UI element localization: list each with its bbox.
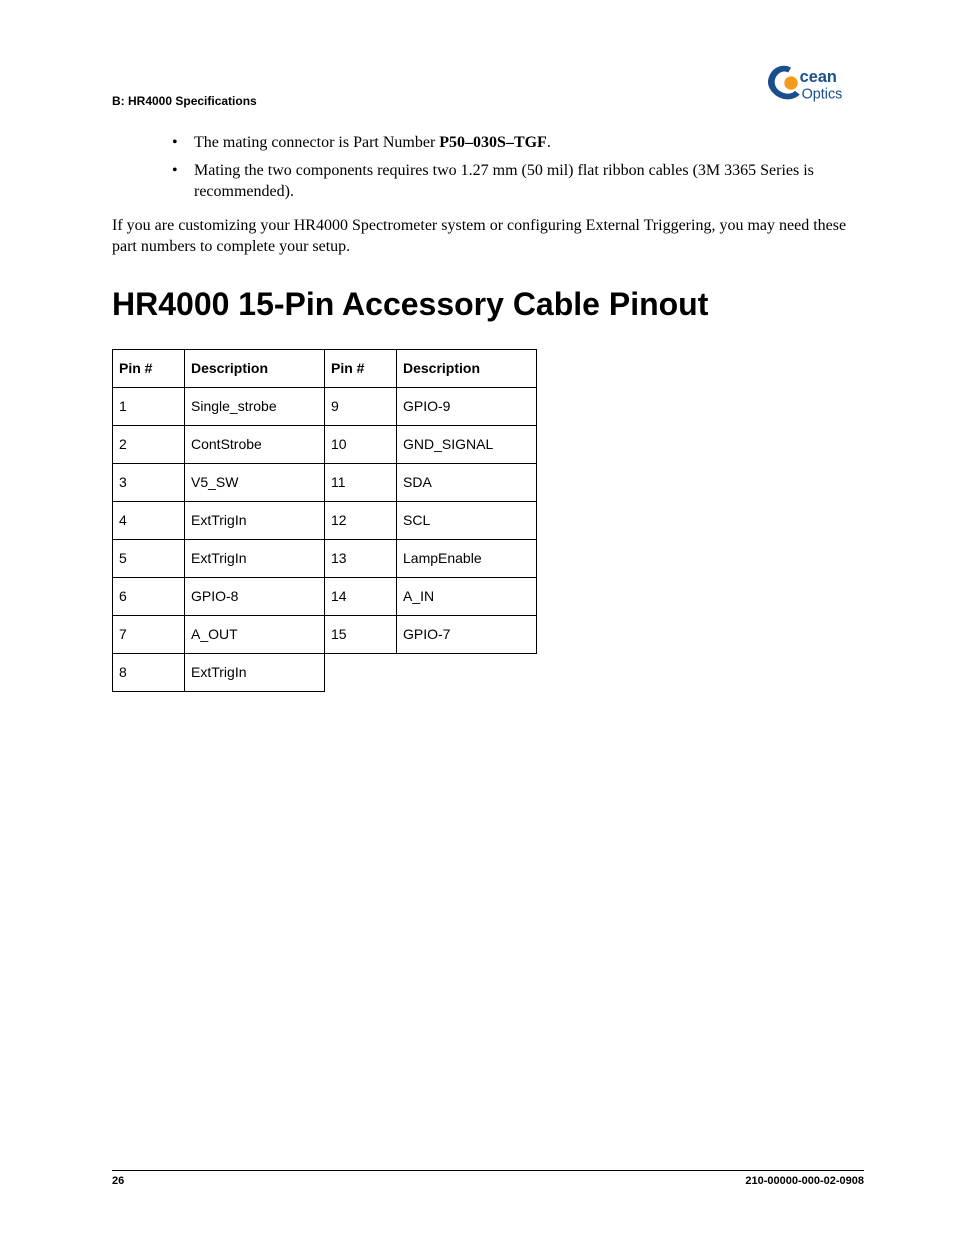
table-cell: SCL — [397, 501, 537, 539]
table-row: 8 ExtTrigIn — [113, 653, 537, 691]
table-row: 1 Single_strobe 9 GPIO-9 — [113, 387, 537, 425]
table-cell: ExtTrigIn — [185, 653, 325, 691]
table-cell: SDA — [397, 463, 537, 501]
bullet-item: The mating connector is Part Number P50–… — [172, 132, 864, 154]
footer-doc-code: 210-00000-000-02-0908 — [745, 1175, 864, 1187]
brand-logo: cean Optics — [768, 60, 864, 108]
table-header: Description — [397, 349, 537, 387]
table-cell: 4 — [113, 501, 185, 539]
intro-paragraph: If you are customizing your HR4000 Spect… — [112, 215, 864, 258]
table-cell: 10 — [325, 425, 397, 463]
table-header-row: Pin # Description Pin # Description — [113, 349, 537, 387]
table-cell: 11 — [325, 463, 397, 501]
table-row: 5 ExtTrigIn 13 LampEnable — [113, 539, 537, 577]
table-cell: GND_SIGNAL — [397, 425, 537, 463]
table-cell: 12 — [325, 501, 397, 539]
ocean-optics-logo-icon: cean Optics — [768, 60, 864, 108]
table-cell: ContStrobe — [185, 425, 325, 463]
table-cell: 2 — [113, 425, 185, 463]
table-cell: LampEnable — [397, 539, 537, 577]
bullet-list: The mating connector is Part Number P50–… — [172, 132, 864, 203]
table-cell: 1 — [113, 387, 185, 425]
page: B: HR4000 Specifications cean Optics The… — [0, 0, 954, 1235]
table-row: 3 V5_SW 11 SDA — [113, 463, 537, 501]
table-cell: Single_strobe — [185, 387, 325, 425]
table-cell: 15 — [325, 615, 397, 653]
bullet-text-pre: Mating the two components requires two 1… — [194, 162, 814, 201]
table-row: 7 A_OUT 15 GPIO-7 — [113, 615, 537, 653]
logo-main-text: cean — [800, 68, 837, 86]
page-header: B: HR4000 Specifications cean Optics — [112, 60, 864, 108]
table-cell: 13 — [325, 539, 397, 577]
footer-page-number: 26 — [112, 1175, 124, 1187]
table-row: 2 ContStrobe 10 GND_SIGNAL — [113, 425, 537, 463]
table-cell-empty — [397, 653, 537, 691]
table-cell: 3 — [113, 463, 185, 501]
bullet-text-bold: P50–030S–TGF — [439, 134, 547, 151]
pinout-table: Pin # Description Pin # Description 1 Si… — [112, 349, 537, 692]
table-header: Pin # — [325, 349, 397, 387]
bullet-item: Mating the two components requires two 1… — [172, 160, 864, 203]
table-cell: 7 — [113, 615, 185, 653]
table-cell: V5_SW — [185, 463, 325, 501]
header-section-label: B: HR4000 Specifications — [112, 94, 257, 108]
table-cell: 14 — [325, 577, 397, 615]
section-title: HR4000 15-Pin Accessory Cable Pinout — [112, 286, 864, 323]
table-cell-empty — [325, 653, 397, 691]
table-cell: GPIO-8 — [185, 577, 325, 615]
page-footer: 26 210-00000-000-02-0908 — [112, 1170, 864, 1187]
bullet-text-pre: The mating connector is Part Number — [194, 134, 439, 151]
table-cell: A_IN — [397, 577, 537, 615]
bullet-text-post: . — [547, 134, 551, 151]
logo-sub-text: Optics — [802, 86, 843, 102]
table-row: 6 GPIO-8 14 A_IN — [113, 577, 537, 615]
table-cell: A_OUT — [185, 615, 325, 653]
table-cell: 6 — [113, 577, 185, 615]
table-cell: ExtTrigIn — [185, 501, 325, 539]
table-cell: 9 — [325, 387, 397, 425]
table-header: Description — [185, 349, 325, 387]
table-header: Pin # — [113, 349, 185, 387]
table-cell: GPIO-7 — [397, 615, 537, 653]
table-cell: 5 — [113, 539, 185, 577]
table-cell: 8 — [113, 653, 185, 691]
table-cell: ExtTrigIn — [185, 539, 325, 577]
table-cell: GPIO-9 — [397, 387, 537, 425]
table-row: 4 ExtTrigIn 12 SCL — [113, 501, 537, 539]
